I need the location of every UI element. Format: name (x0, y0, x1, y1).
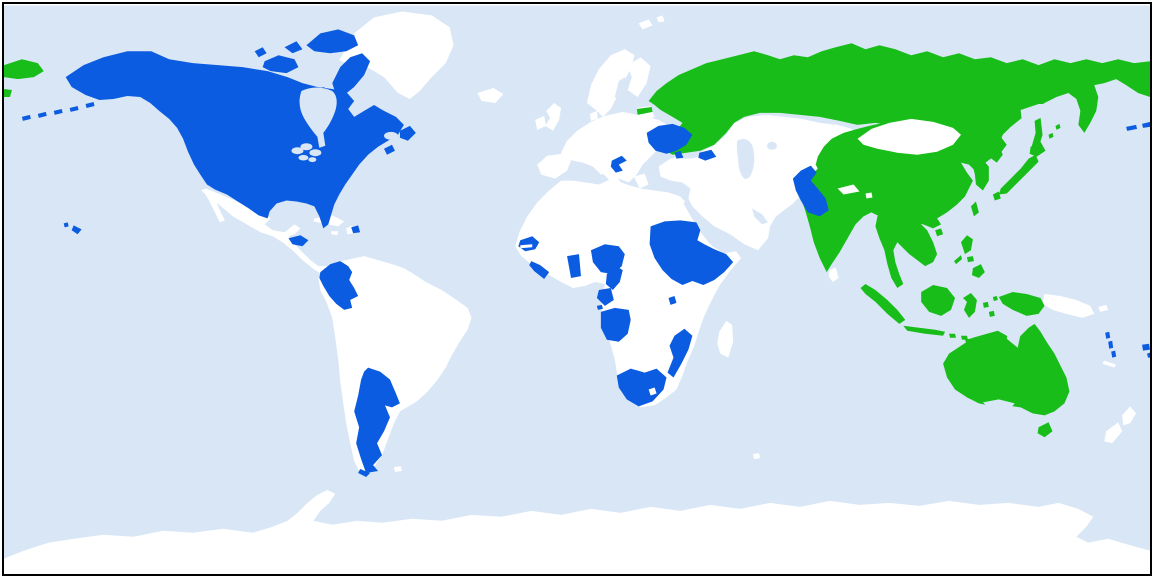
nova-scotia (384, 144, 395, 155)
gambia (520, 244, 533, 249)
sierra-leone-liberia (529, 261, 550, 280)
ghana (567, 254, 581, 279)
west-papua (998, 291, 1045, 316)
middle-east-central-asia (658, 114, 860, 251)
papua-new-guinea (1042, 293, 1109, 318)
denmark (589, 110, 598, 121)
rwanda-burundi (668, 295, 677, 305)
fiji (1142, 343, 1150, 358)
vanuatu (1105, 331, 1117, 358)
lake (298, 154, 309, 161)
green-countries (4, 43, 1150, 438)
lake (300, 143, 313, 151)
hainan (935, 228, 944, 237)
new-zealand (1104, 406, 1137, 444)
baja-california (203, 192, 225, 223)
great-australian-bight (982, 399, 1015, 411)
green-islands (972, 117, 1061, 201)
croatia (610, 155, 627, 173)
japan (992, 141, 1046, 201)
borneo (921, 285, 956, 316)
lake (308, 157, 317, 163)
pakistan (792, 165, 829, 217)
persian-gulf (752, 208, 768, 225)
svalbard (638, 15, 665, 30)
mongolia (857, 118, 961, 155)
south-africa (616, 368, 667, 407)
india (797, 161, 887, 273)
madagascar (717, 320, 734, 358)
kuril-islands (1048, 123, 1061, 139)
mexico-central-america (200, 188, 335, 277)
sri-lanka (828, 267, 839, 283)
europe-mainland (561, 111, 673, 183)
lake (291, 147, 304, 155)
carve-overlays (828, 103, 1074, 411)
sumatra (860, 284, 906, 324)
dominican-republic (351, 225, 361, 234)
united-kingdom (545, 102, 562, 131)
newfoundland (399, 125, 416, 141)
south-america (318, 256, 472, 476)
iberia (537, 153, 572, 179)
georgia (698, 149, 717, 161)
honduras (288, 235, 309, 247)
java (903, 325, 968, 340)
jamaica (331, 231, 339, 236)
ukraine (646, 123, 693, 159)
argentina (354, 367, 400, 478)
lesotho (648, 387, 657, 396)
estonia (636, 106, 653, 115)
gulf-of-carpentaria (1006, 329, 1021, 348)
gabon (596, 288, 614, 306)
finland (627, 57, 651, 98)
aral-sea (767, 141, 777, 150)
bhutan (865, 192, 873, 199)
southeast-asia-mainland (875, 208, 938, 289)
hawaii (63, 222, 82, 235)
russia (648, 43, 1150, 163)
antarctica (4, 489, 1150, 573)
hudson-bay (299, 87, 337, 148)
canadian-arctic-islands (254, 29, 371, 96)
chukotka-wrap (4, 59, 44, 98)
australia (943, 323, 1070, 416)
kerguelen (753, 453, 761, 460)
sulawesi (962, 292, 977, 318)
new-caledonia (1102, 360, 1117, 368)
tasmania (1037, 422, 1053, 438)
scandinavia (586, 49, 635, 117)
philippines (954, 235, 985, 279)
nepal (837, 184, 860, 195)
world-map (4, 5, 1150, 573)
sudan-southsudan-ethiopia (649, 220, 734, 286)
ireland (535, 115, 547, 130)
angola (596, 304, 631, 342)
caspian-sea (736, 138, 755, 179)
lake (309, 149, 322, 157)
taiwan (970, 201, 979, 217)
mozambique (667, 328, 693, 378)
moluccas (982, 295, 998, 317)
cameroon (605, 265, 623, 290)
korea (972, 159, 989, 191)
falkland-islands (393, 466, 402, 473)
final-overlays (291, 87, 1117, 396)
red-sea (683, 199, 715, 245)
gulf-of-st-lawrence (384, 131, 398, 140)
iceland (477, 88, 504, 103)
greece (633, 173, 649, 189)
greenland (339, 11, 454, 99)
baltic-sea (614, 77, 641, 111)
great-lakes (291, 143, 322, 163)
colombia (319, 261, 359, 310)
